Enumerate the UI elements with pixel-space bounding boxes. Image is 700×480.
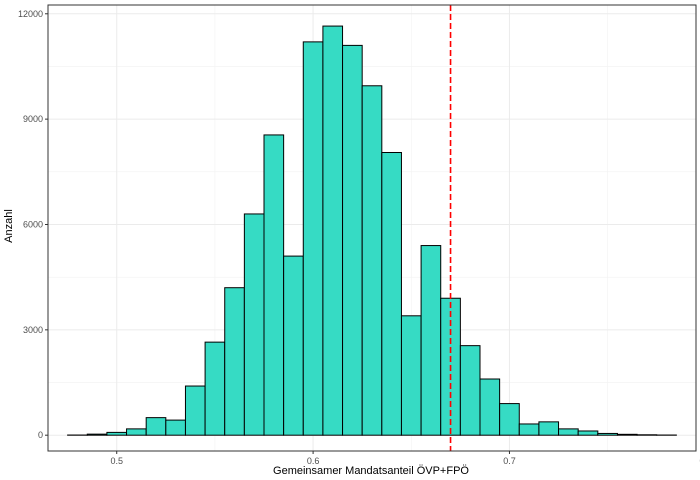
histogram-bar [420,245,442,436]
y-axis-title: Anzahl [3,209,15,243]
histogram-bar [283,255,304,436]
histogram-bar [145,417,167,436]
y-tick-label: 12000 [18,9,43,19]
axis-ticks [45,13,510,454]
histogram-bar [302,41,324,436]
histogram-bar [165,419,186,436]
histogram-bar [342,44,363,436]
x-tick-label: 0.7 [503,456,516,466]
histogram-bar [400,315,422,436]
y-tick-label: 9000 [23,114,43,124]
x-axis-title: Gemeinsamer Mandatsanteil ÖVP+FPÖ [273,465,469,477]
histogram-bar [184,385,206,436]
histogram-bar [597,432,618,436]
y-tick-labels: 0 3000 6000 9000 12000 [18,9,43,440]
histogram-bar [224,287,245,436]
histogram-bar [263,134,285,436]
y-tick-label: 0 [38,430,43,440]
histogram-bar [577,430,599,436]
histogram-bar [459,345,481,436]
y-tick-label: 6000 [23,219,43,229]
histogram-bar [126,428,147,436]
histogram-bar [518,423,540,436]
panel-border [47,4,697,452]
histogram-bar [106,431,128,436]
histogram-bars [67,25,677,436]
histogram-bar [322,25,344,436]
histogram-bar [381,151,402,436]
x-tick-label: 0.5 [110,456,123,466]
histogram-bar [361,85,383,436]
histogram-bar [616,433,638,436]
histogram-bar [499,403,520,436]
y-tick-label: 3000 [23,325,43,335]
histogram-bar [479,378,501,436]
x-tick-label: 0.6 [307,456,320,466]
histogram-bar [86,433,108,436]
histogram-bar [538,421,560,436]
histogram-bar [558,428,579,436]
histogram-bar [204,341,226,436]
histogram-bar [243,213,265,436]
